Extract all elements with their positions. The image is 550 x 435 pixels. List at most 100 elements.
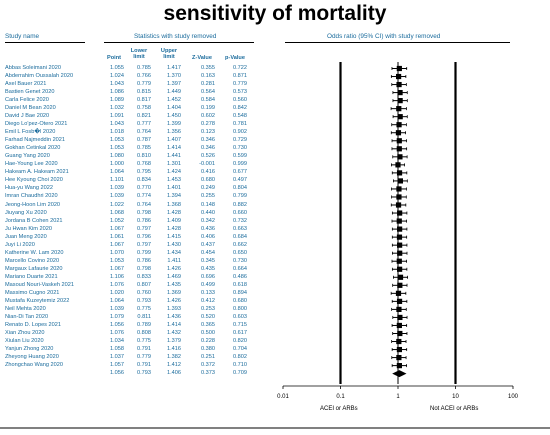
point-value: 1.020 — [110, 289, 124, 296]
point-value: 1.076 — [110, 281, 124, 288]
point-value: 1.000 — [110, 161, 124, 168]
point-value: 1.076 — [110, 329, 124, 336]
lower-value: 0.770 — [137, 185, 151, 192]
z-value: 0.412 — [201, 297, 215, 304]
p-value: 0.800 — [233, 305, 247, 312]
study-name: Imran Chaudhri 2020 — [5, 193, 58, 200]
point-value: 1.067 — [110, 225, 124, 232]
study-point-marker — [396, 186, 402, 192]
point-value: 1.039 — [110, 305, 124, 312]
overall-z-value: 0.373 — [201, 370, 215, 377]
p-value: 0.573 — [233, 89, 247, 96]
lower-value: 0.777 — [137, 121, 151, 128]
overall-lower-value: 0.793 — [137, 370, 151, 377]
upper-value: 1.370 — [167, 73, 181, 80]
upper-value: 1.411 — [167, 257, 181, 264]
lower-value: 0.821 — [137, 113, 151, 120]
lower-value: 0.797 — [137, 241, 151, 248]
upper-value: 1.397 — [167, 81, 181, 88]
p-value: 0.842 — [233, 105, 247, 112]
p-value: 0.779 — [233, 81, 247, 88]
study-point-marker — [396, 81, 402, 88]
p-value: 0.548 — [233, 113, 247, 120]
study-point-marker — [396, 354, 402, 361]
study-name: Mariano Duarte 2021 — [5, 273, 58, 280]
study-name: Katherine W. Lam 2020 — [5, 249, 64, 256]
study-point-marker — [396, 218, 402, 224]
point-value: 1.039 — [110, 185, 124, 192]
study-name: Renato D. Lopes 2021 — [5, 321, 61, 328]
z-value: 0.437 — [201, 241, 215, 248]
z-value: 0.499 — [201, 281, 215, 288]
upper-value: 1.426 — [167, 297, 181, 304]
z-value: 0.346 — [201, 137, 215, 144]
point-value: 1.067 — [110, 241, 124, 248]
lower-value: 0.833 — [137, 273, 151, 280]
p-value: 0.999 — [233, 161, 247, 168]
upper-value: 1.426 — [167, 265, 181, 272]
p-value: 0.662 — [233, 241, 247, 248]
point-value: 1.086 — [110, 89, 124, 96]
study-name: Jeong-Hoon Lim 2020 — [5, 201, 61, 208]
point-value: 1.064 — [110, 297, 124, 304]
lower-value: 0.786 — [137, 257, 151, 264]
point-value: 1.067 — [110, 265, 124, 272]
point-column-header: Point — [107, 55, 121, 61]
point-value: 1.043 — [110, 81, 124, 88]
p-value: 0.820 — [233, 338, 247, 345]
study-point-marker — [397, 330, 403, 337]
p-value: 0.677 — [233, 169, 247, 176]
lower-value: 0.775 — [137, 338, 151, 345]
lower-value: 0.766 — [137, 73, 151, 80]
point-value: 1.022 — [110, 201, 124, 208]
z-value: 0.251 — [201, 354, 215, 361]
study-name: David J Bae 2020 — [5, 113, 50, 120]
lower-value: 0.810 — [137, 153, 151, 160]
study-name: Hakeam A. Hakeam 2021 — [5, 169, 69, 176]
study-point-marker — [395, 202, 402, 208]
study-point-marker — [396, 234, 403, 240]
upper-value: 1.436 — [167, 313, 181, 320]
p-value: 0.680 — [233, 297, 247, 304]
lower-value: 0.798 — [137, 209, 151, 216]
x-tick-label: 0.01 — [277, 394, 289, 400]
lower-column-header: Lower limit — [130, 48, 148, 61]
study-point-marker — [397, 250, 403, 256]
right-favor-label: Not ACEI or ARBs — [430, 406, 479, 412]
lower-value: 0.785 — [137, 145, 151, 152]
p-value: 0.730 — [233, 145, 247, 152]
study-name-header-rule — [5, 42, 85, 43]
study-point-marker — [396, 322, 402, 329]
z-value: 0.133 — [201, 289, 215, 296]
study-name: Neil Mehta 2020 — [5, 305, 46, 312]
z-value: 0.345 — [201, 257, 215, 264]
upper-value: 1.301 — [167, 161, 181, 168]
p-value: 0.781 — [233, 121, 247, 128]
study-point-marker — [396, 146, 402, 152]
odds-ratio-header: Odds ratio (95% CI) with study removed — [327, 33, 441, 40]
upper-value: 1.424 — [167, 169, 181, 176]
study-name: Zhongchao Wang 2020 — [5, 362, 63, 369]
lower-value: 0.768 — [137, 161, 151, 168]
study-point-marker — [397, 178, 404, 184]
study-point-marker — [397, 282, 403, 288]
lower-value: 0.797 — [137, 225, 151, 232]
lower-value: 0.815 — [137, 89, 151, 96]
p-value: 0.722 — [233, 65, 247, 71]
study-name: Zheyong Huang 2020 — [5, 354, 59, 361]
lower-value: 0.764 — [137, 201, 151, 208]
z-value: 0.148 — [201, 201, 215, 208]
overall-p-value: 0.709 — [233, 370, 247, 377]
upper-value: 1.441 — [167, 153, 181, 160]
point-value: 1.068 — [110, 209, 124, 216]
study-point-marker — [395, 290, 402, 296]
z-value: 0.346 — [201, 145, 215, 152]
upper-value: 1.369 — [167, 289, 181, 296]
upper-value: 1.409 — [167, 217, 181, 224]
study-point-marker — [396, 363, 402, 369]
point-value: 1.034 — [110, 338, 124, 345]
upper-value: 1.394 — [167, 193, 181, 200]
p-value: 0.603 — [233, 313, 247, 320]
lower-value: 0.798 — [137, 265, 151, 272]
